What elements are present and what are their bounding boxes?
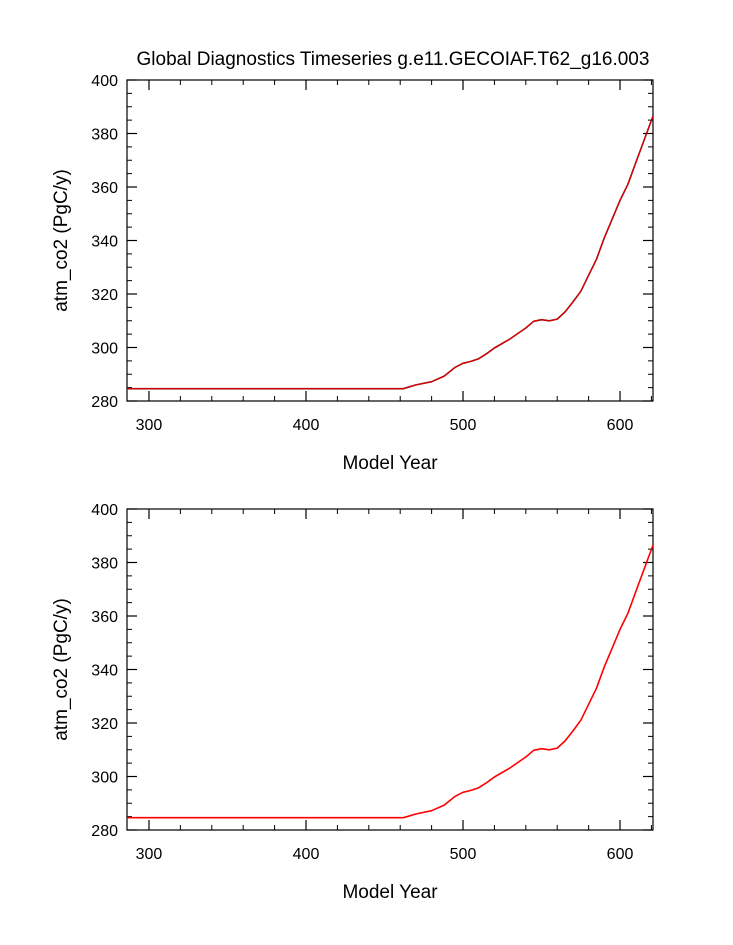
x-tick-label: 600 — [607, 846, 634, 863]
y-tick-label: 280 — [91, 394, 118, 411]
series-line-overlay-1 — [127, 115, 654, 390]
x-tick-label: 500 — [450, 846, 477, 863]
y-tick-label: 380 — [91, 127, 118, 144]
y-tick-label: 320 — [91, 716, 118, 733]
plot-frame — [126, 79, 654, 402]
x-tick-label: 400 — [293, 417, 320, 434]
y-tick-label: 320 — [91, 287, 118, 304]
x-axis-label: Model Year — [342, 453, 438, 474]
series-line-1 — [127, 115, 654, 390]
minor-ticks — [127, 80, 653, 401]
y-tick-label: 360 — [91, 609, 118, 626]
y-tick-label: 400 — [91, 502, 118, 519]
y-tick-label: 280 — [91, 823, 118, 840]
x-tick-label: 600 — [607, 417, 634, 434]
series-line-1 — [127, 544, 654, 819]
y-tick-label: 300 — [91, 770, 118, 787]
y-tick-label: 400 — [91, 73, 118, 90]
figure-title: Global Diagnostics Timeseries g.e11.GECO… — [137, 49, 650, 70]
y-tick-label: 380 — [91, 556, 118, 573]
minor-ticks — [127, 509, 653, 830]
x-tick-label: 500 — [450, 417, 477, 434]
y-axis-label: atm_co2 (PgC/y) — [51, 169, 72, 312]
y-axis-label: atm_co2 (PgC/y) — [51, 598, 72, 741]
x-axis-label: Model Year — [342, 882, 438, 903]
plot-frame — [126, 508, 654, 831]
x-tick-label: 400 — [293, 846, 320, 863]
x-tick-label: 300 — [136, 417, 163, 434]
x-tick-label: 300 — [136, 846, 163, 863]
chart-panel-2: 300 400 500 600 280 300 320 340 360 380 400 Model Y… — [51, 502, 654, 903]
chart-panel-1: 300 400 500 600 280 300 320 340 360 380 400 Model Y… — [51, 73, 654, 474]
y-tick-label: 300 — [91, 341, 118, 358]
chart-panels: 300 400 500 600 280 300 320 340 360 380 400 Model Y… — [51, 73, 654, 903]
y-tick-label: 340 — [91, 663, 118, 680]
y-tick-label: 360 — [91, 180, 118, 197]
y-tick-label: 340 — [91, 234, 118, 251]
